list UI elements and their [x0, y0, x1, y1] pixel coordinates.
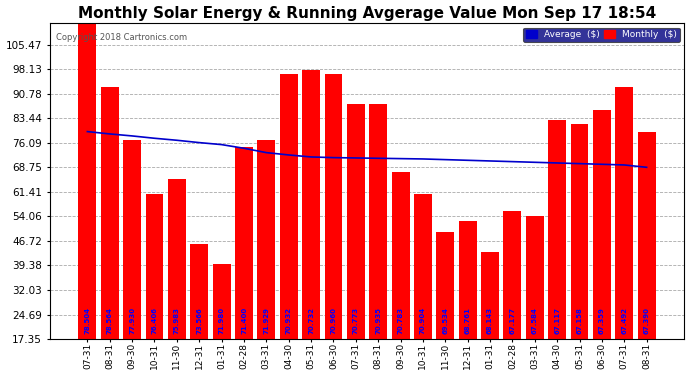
Bar [504, 210, 522, 339]
Bar [347, 104, 365, 339]
Text: 70.935: 70.935 [375, 307, 381, 334]
Title: Monthly Solar Energy & Running Avgerage Value Mon Sep 17 18:54: Monthly Solar Energy & Running Avgerage … [78, 6, 656, 21]
Text: 71.929: 71.929 [264, 307, 269, 334]
Text: 69.534: 69.534 [442, 307, 448, 334]
Bar [459, 220, 477, 339]
Bar [571, 124, 589, 339]
Text: 67.390: 67.390 [644, 307, 650, 334]
Text: 73.566: 73.566 [196, 307, 202, 334]
Text: 67.177: 67.177 [509, 307, 515, 334]
Text: 70.773: 70.773 [353, 307, 359, 334]
Bar [213, 264, 230, 339]
Text: 67.584: 67.584 [532, 307, 538, 334]
Bar [190, 244, 208, 339]
Text: 75.983: 75.983 [174, 307, 180, 334]
Legend: Average  ($), Monthly  ($): Average ($), Monthly ($) [523, 28, 680, 42]
Bar [146, 194, 164, 339]
Text: 71.400: 71.400 [241, 307, 247, 334]
Text: 71.980: 71.980 [219, 307, 225, 334]
Text: 70.732: 70.732 [308, 307, 314, 334]
Text: 67.158: 67.158 [577, 307, 582, 334]
Bar [124, 140, 141, 339]
Bar [235, 147, 253, 339]
Text: 78.504: 78.504 [84, 307, 90, 334]
Text: Copyright 2018 Cartronics.com: Copyright 2018 Cartronics.com [56, 33, 187, 42]
Text: 77.930: 77.930 [129, 307, 135, 334]
Bar [549, 120, 566, 339]
Bar [79, 0, 97, 339]
Text: 70.783: 70.783 [397, 307, 404, 334]
Text: 67.492: 67.492 [621, 307, 627, 334]
Bar [279, 74, 297, 339]
Text: 67.359: 67.359 [599, 307, 605, 334]
Bar [414, 194, 432, 339]
Text: 68.143: 68.143 [487, 307, 493, 334]
Bar [302, 70, 320, 339]
Bar [593, 110, 611, 339]
Text: 78.564: 78.564 [107, 307, 112, 334]
Text: 70.932: 70.932 [286, 307, 292, 334]
Bar [526, 216, 544, 339]
Bar [638, 132, 656, 339]
Bar [101, 87, 119, 339]
Bar [436, 232, 454, 339]
Text: 70.904: 70.904 [420, 307, 426, 334]
Bar [257, 140, 275, 339]
Bar [392, 172, 409, 339]
Text: 70.960: 70.960 [331, 307, 337, 334]
Bar [615, 87, 633, 339]
Bar [324, 74, 342, 339]
Text: 68.761: 68.761 [464, 307, 471, 334]
Text: 76.406: 76.406 [152, 307, 157, 334]
Bar [168, 179, 186, 339]
Text: 67.117: 67.117 [554, 307, 560, 334]
Bar [481, 252, 499, 339]
Bar [369, 104, 387, 339]
